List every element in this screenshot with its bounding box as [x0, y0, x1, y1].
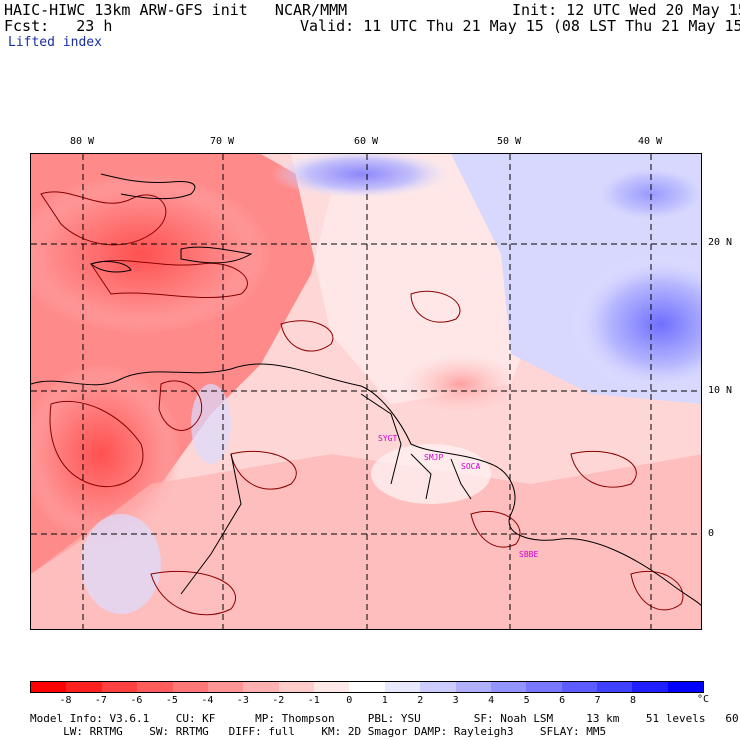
contour-11: [470, 510, 521, 548]
colorbar-swatch: [243, 682, 279, 692]
colorbar-tick-label: 2: [417, 695, 424, 706]
colorbar-tick-label: 1: [381, 695, 388, 706]
forecast-hour: Fcst: 23 h: [4, 17, 113, 35]
lon-label-60w: 60 W: [353, 136, 379, 147]
colorbar-swatch: [667, 682, 704, 692]
station-sygt: SYGT: [378, 434, 398, 443]
contour-3: [49, 400, 144, 488]
colorbar-swatch: [278, 682, 314, 692]
contour-10: [630, 570, 684, 611]
station-smjp: SMJP: [424, 453, 444, 462]
border-venezuela-guyana: [360, 393, 402, 485]
lat-label-20n: 20 N: [708, 237, 733, 248]
contour-2: [90, 259, 248, 299]
lon-label-50w: 50 W: [496, 136, 522, 147]
colorbar-tick-label: -2: [272, 695, 285, 706]
lat-label-10n: 10 N: [708, 385, 733, 396]
station-soca: SOCA: [461, 462, 481, 471]
colorbar-swatch: [172, 682, 208, 692]
cool-core-north: [271, 154, 451, 199]
station-sbbe: SBBE: [519, 550, 539, 559]
contour-6: [410, 290, 461, 323]
colorbar-tick-label: 4: [488, 695, 495, 706]
colorbar-swatch: [384, 682, 421, 692]
colorbar-swatch: [137, 682, 173, 692]
colorbar-swatch: [420, 682, 456, 692]
coastlines: [31, 173, 701, 607]
colorbar-tick-label: -7: [94, 695, 107, 706]
contour-7: [230, 450, 297, 490]
model-title: HAIC-HIWC 13km ARW-GFS init NCAR/MMM: [4, 1, 348, 19]
colorbar-swatch: [314, 682, 350, 692]
map-canvas: [31, 154, 701, 629]
model-info-line1: Model Info: V3.6.1 CU: KF MP: Thompson P…: [30, 712, 740, 725]
lon-label-40w: 40 W: [637, 136, 663, 147]
contours-lifted-index: [40, 191, 684, 616]
colorbar-tick-label: 6: [559, 695, 566, 706]
coastline-cuba: [100, 173, 196, 200]
colorbar-swatch: [101, 682, 138, 692]
colorbar-tick-label: -1: [307, 695, 320, 706]
colorbar-tick-label: -6: [130, 695, 143, 706]
model-info-line2: LW: RRTMG SW: RRTMG DIFF: full KM: 2D Sm…: [30, 725, 607, 738]
border-colombia: [180, 453, 242, 595]
coastline-south-america: [31, 363, 701, 607]
lon-label-70w: 70 W: [209, 136, 235, 147]
colorbar-tick-label: 7: [594, 695, 601, 706]
contour-8: [150, 570, 236, 616]
colorbar-swatch: [349, 682, 385, 692]
coastline-hispaniola: [180, 246, 253, 264]
colorbar-tick-label: -4: [201, 695, 214, 706]
lat-label-equator: 0: [708, 528, 715, 539]
graticule: [31, 154, 701, 629]
colorbar-tick-label: 5: [523, 695, 530, 706]
contour-4: [158, 380, 203, 431]
lon-label-80w: 80 W: [69, 136, 95, 147]
lifted-index-map: SYGT SMJP SOCA SBBE: [30, 153, 702, 630]
colorbar-swatch: [561, 682, 597, 692]
colorbar-swatch: [455, 682, 491, 692]
colorbar-swatch: [597, 682, 633, 692]
border-suriname-guiana: [450, 458, 472, 500]
colorbar-tick-label: -5: [165, 695, 178, 706]
cool-patch-maracaibo: [191, 384, 231, 464]
warm-core-caribbean: [31, 174, 271, 334]
border-guyana-suriname: [410, 453, 432, 500]
warm-patch-shelf: [401, 354, 521, 414]
colorbar-unit: °C: [697, 694, 710, 705]
colorbar-swatch: [66, 682, 102, 692]
field-name: Lifted index: [8, 35, 102, 50]
contour-9: [570, 450, 637, 488]
cool-core-ne: [591, 164, 701, 224]
contour-5: [280, 320, 334, 352]
colorbar-swatch: [207, 682, 244, 692]
cool-core-atlantic: [571, 254, 701, 394]
colorbar-swatch: [490, 682, 527, 692]
colorbar-tick-label: -8: [59, 695, 72, 706]
colorbar-tick-label: 3: [452, 695, 459, 706]
coastline-jamaica: [89, 261, 132, 273]
colorbar-swatch: [526, 682, 562, 692]
colorbar-swatch: [632, 682, 668, 692]
valid-time: Valid: 11 UTC Thu 21 May 15 (08 LST Thu …: [300, 17, 740, 35]
colorbar-tick-label: 0: [346, 695, 353, 706]
contour-1: [40, 191, 167, 246]
init-time: Init: 12 UTC Wed 20 May 15: [512, 1, 740, 19]
warm-region-south: [31, 454, 701, 629]
colorbar: [30, 681, 704, 693]
cool-patch-andes: [81, 514, 161, 614]
colorbar-tick-label: -3: [236, 695, 249, 706]
colorbar-swatch: [31, 682, 67, 692]
colorbar-tick-label: 8: [630, 695, 637, 706]
